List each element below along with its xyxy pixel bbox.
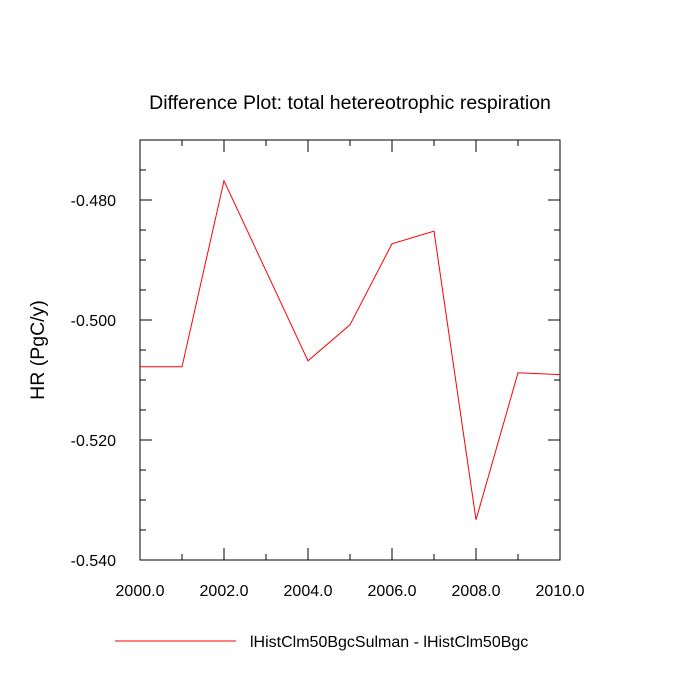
x-tick-label: 2006.0 [368, 583, 417, 600]
x-tick-label: 2002.0 [200, 583, 249, 600]
x-tick-label: 2010.0 [536, 583, 585, 600]
y-axis-label: HR (PgC/y) [27, 300, 49, 400]
axis-ticks: 2000.0 2002.0 2004.0 2006.0 2008.0 2010.0 -0.4… [71, 139, 585, 600]
legend-label: lHistClm50BgcSulman - lHistClm50Bgc [250, 634, 528, 651]
y-tick-label: -0.540 [71, 553, 116, 570]
plot-frame [139, 139, 561, 561]
series-line-0 [140, 179, 561, 520]
y-tick-label: -0.520 [71, 433, 116, 450]
y-tick-label: -0.480 [71, 193, 116, 210]
y-tick-label: -0.500 [71, 313, 116, 330]
series-layer [140, 179, 561, 520]
legend: lHistClm50BgcSulman - lHistClm50Bgc [115, 634, 528, 651]
x-tick-label: 2008.0 [452, 583, 501, 600]
x-tick-label: 2000.0 [116, 583, 165, 600]
chart-title: Difference Plot: total hetereotrophic re… [149, 92, 551, 114]
x-tick-label: 2004.0 [284, 583, 333, 600]
